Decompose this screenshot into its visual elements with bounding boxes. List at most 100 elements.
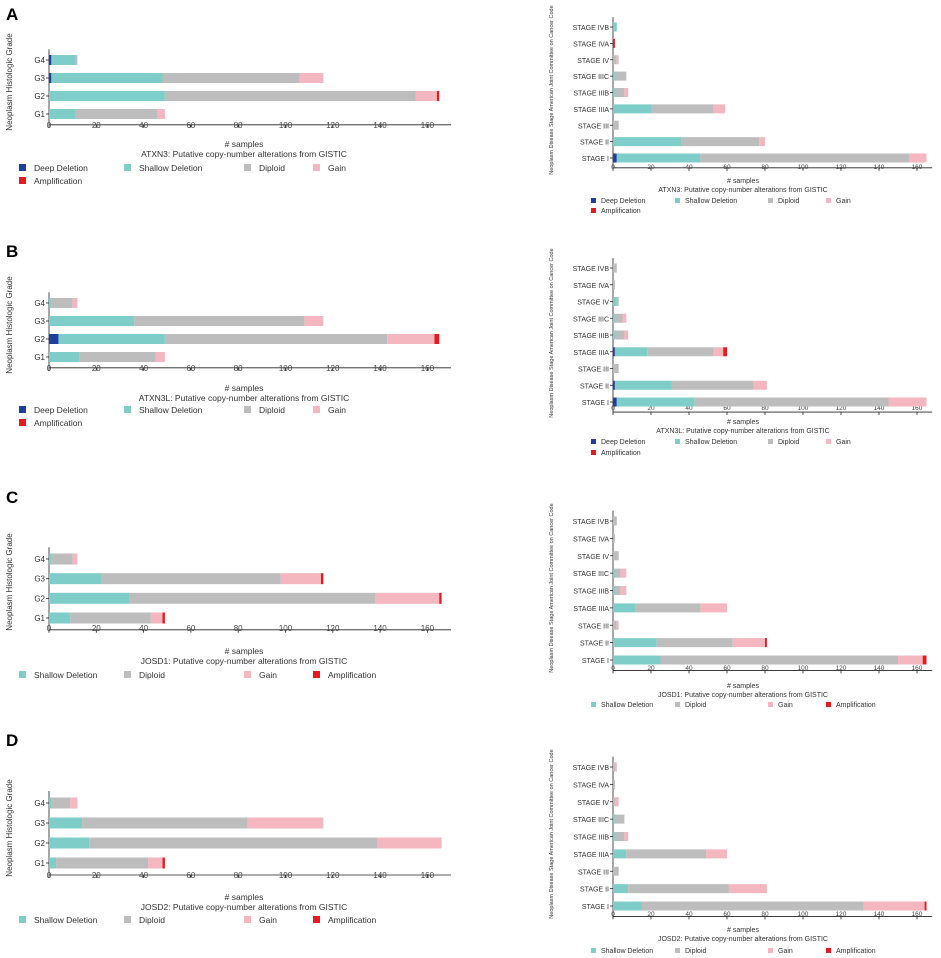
x-tick-label: 100 — [279, 871, 293, 880]
category-label: STAGE III — [578, 869, 609, 876]
legend-swatch — [19, 177, 26, 184]
bar-segment-diploid — [82, 817, 248, 829]
bar-segment-shallow-deletion — [613, 22, 617, 32]
bar-segment-amplification — [723, 347, 727, 357]
bar-segment-gain — [377, 837, 442, 849]
bar-segment-gain — [863, 901, 925, 911]
x-tick-label: 20 — [647, 911, 655, 918]
bar-segment-deep-deletion — [49, 55, 52, 65]
legend-swatch — [19, 916, 26, 923]
x-axis-title: # samples — [225, 646, 264, 656]
x-tick-label: 140 — [874, 911, 885, 918]
category-label: STAGE I — [582, 904, 609, 911]
bar-segment-diploid — [681, 137, 760, 147]
bar-segment-diploid — [616, 297, 619, 306]
chart-A-grade: Neoplasm Histologic Grade 0 20 40 60 80 100 120… — [5, 33, 452, 186]
chart-subtitle: ATXN3: Putative copy-number alterations … — [141, 149, 347, 159]
bar-segment-gain — [415, 91, 437, 101]
legend-label: Shallow Deletion — [34, 670, 98, 680]
bar-segment-gain — [624, 330, 629, 340]
bar-segment-shallow-deletion — [49, 553, 52, 565]
bar-segment-diploid — [75, 55, 78, 65]
legend-swatch — [591, 948, 596, 953]
chart-B-stage: Neoplasm Disease Stage American Joint Co… — [549, 248, 933, 457]
bar-segment-shallow-deletion — [614, 380, 672, 390]
bar-segment-diploid — [613, 263, 617, 273]
bar-segment-diploid — [164, 334, 388, 344]
chart-subtitle: JOSD2: Putative copy-number alterations … — [658, 936, 828, 943]
legend-label: Amplification — [836, 702, 876, 709]
bar-segment-gain — [622, 313, 627, 323]
bar-segment-shallow-deletion — [613, 137, 682, 147]
bar-segment-shallow-deletion — [49, 316, 135, 326]
x-tick-label: 20 — [92, 624, 101, 633]
x-tick-label: 120 — [326, 871, 340, 880]
category-label: G2 — [34, 839, 45, 848]
x-tick-label: 80 — [234, 364, 243, 373]
legend-label: Shallow Deletion — [685, 439, 737, 446]
category-label: STAGE IIIC — [573, 316, 609, 323]
bar-segment-shallow-deletion — [613, 330, 615, 340]
bar-segment-gain — [72, 298, 78, 308]
category-label: G4 — [34, 799, 45, 808]
x-tick-label: 20 — [647, 405, 655, 412]
x-tick-label: 0 — [47, 624, 52, 633]
bar-segment-shallow-deletion — [613, 568, 615, 578]
x-tick-label: 160 — [421, 121, 435, 130]
chart-D-grade: Neoplasm Histologic Grade 0 20 40 60 80 100 120… — [5, 779, 452, 925]
bar-segment-gain — [70, 797, 78, 809]
bar-segment-diploid — [651, 104, 714, 114]
category-label: G3 — [34, 74, 45, 83]
x-axis-title: # samples — [727, 927, 759, 934]
bar-segment-shallow-deletion — [614, 347, 648, 357]
category-label: STAGE IV — [577, 554, 609, 561]
bar-segment-diploid — [75, 109, 158, 119]
x-tick-label: 160 — [421, 871, 435, 880]
bar-segment-diploid — [694, 397, 889, 407]
bar-segment-shallow-deletion — [613, 88, 615, 97]
category-label: G3 — [34, 575, 45, 584]
bar-segment-shallow-deletion — [613, 814, 615, 824]
category-label: STAGE II — [580, 641, 609, 648]
chart-subtitle: JOSD2: Putative copy-number alterations … — [141, 902, 347, 912]
legend-swatch — [124, 164, 131, 171]
bar-segment-gain — [753, 380, 767, 390]
bar-segment-diploid — [51, 553, 73, 565]
x-tick-label: 140 — [373, 364, 387, 373]
bar-segment-gain — [614, 797, 619, 807]
bar-segment-gain — [247, 817, 324, 829]
bar-segment-diploid — [626, 849, 707, 859]
legend-swatch — [768, 198, 773, 203]
bar-segment-shallow-deletion — [49, 837, 90, 849]
x-tick-label: 120 — [326, 364, 340, 373]
bar-segment-diploid — [89, 837, 378, 849]
category-label: STAGE III — [578, 123, 609, 130]
y-axis-title: Neoplasm Histologic Grade — [5, 276, 14, 374]
bar-segment-diploid — [70, 612, 151, 624]
x-tick-label: 100 — [798, 164, 809, 171]
bar-segment-shallow-deletion — [616, 153, 701, 163]
category-label: STAGE IIIA — [573, 852, 609, 859]
legend-label: Gain — [778, 948, 793, 955]
x-tick-label: 60 — [723, 405, 731, 412]
legend-swatch — [244, 406, 251, 413]
chart-D-stage: Neoplasm Disease Stage American Joint Co… — [549, 749, 933, 955]
x-tick-label: 80 — [761, 911, 769, 918]
category-label: STAGE IIIA — [573, 350, 609, 357]
category-label: G1 — [34, 614, 45, 623]
category-label: STAGE IV — [577, 58, 609, 65]
chart-B-grade: Neoplasm Histologic Grade 0 20 40 60 80 100 120… — [5, 276, 452, 428]
y-axis-title: Neoplasm Histologic Grade — [5, 779, 14, 877]
bar-segment-gain — [614, 762, 617, 772]
legend-label: Deep Deletion — [601, 198, 645, 205]
x-tick-label: 0 — [611, 164, 615, 171]
bar-segment-deep-deletion — [613, 380, 615, 390]
chart-subtitle: ATXN3L: Putative copy-number alterations… — [139, 393, 350, 403]
x-tick-label: 40 — [139, 364, 148, 373]
category-label: G2 — [34, 594, 45, 603]
bar-segment-gain — [155, 352, 165, 362]
bar-segment-diploid — [613, 55, 617, 65]
bar-segment-amplification — [162, 612, 165, 624]
legend-swatch — [19, 671, 26, 678]
category-label: STAGE I — [582, 400, 609, 407]
